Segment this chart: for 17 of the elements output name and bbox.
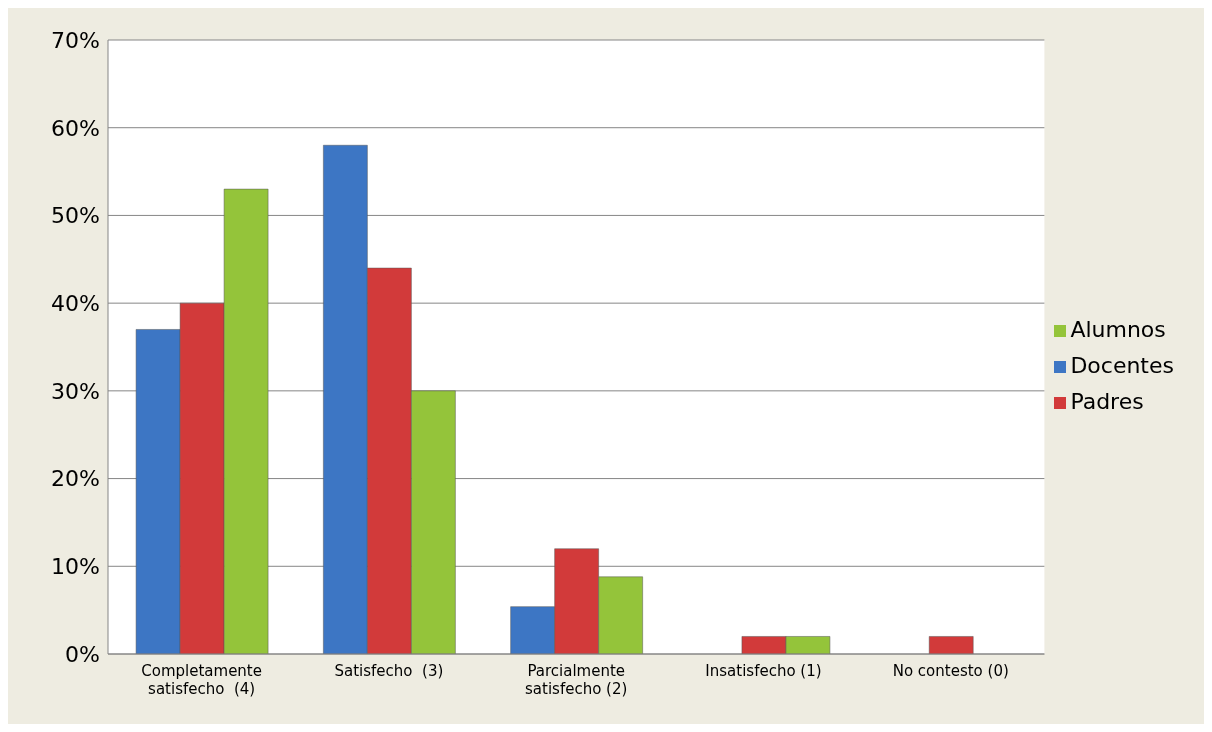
y-tick-label: 40%: [51, 290, 100, 316]
y-tick-label: 50%: [51, 203, 100, 229]
y-tick-label: 70%: [51, 27, 100, 53]
x-tick-label: Insatisfecho (1): [705, 662, 822, 680]
legend-label: Alumnos: [1070, 317, 1166, 342]
x-tick-label: Satisfecho (3): [334, 662, 444, 680]
x-tick-label: No contesto (0): [892, 662, 1009, 680]
legend-label: Docentes: [1070, 353, 1174, 378]
y-tick-label: 30%: [51, 378, 100, 404]
y-tick-label: 20%: [51, 466, 100, 492]
legend-label: Padres: [1070, 389, 1144, 414]
x-tick-label: Completamente satisfecho (4): [141, 662, 262, 698]
y-tick-label: 10%: [51, 554, 100, 580]
y-tick-label: 60%: [51, 115, 100, 141]
x-tick-label: Parcialmente satisfecho (2): [525, 662, 628, 698]
y-tick-label: 0%: [65, 641, 100, 667]
bar: [928, 636, 974, 654]
